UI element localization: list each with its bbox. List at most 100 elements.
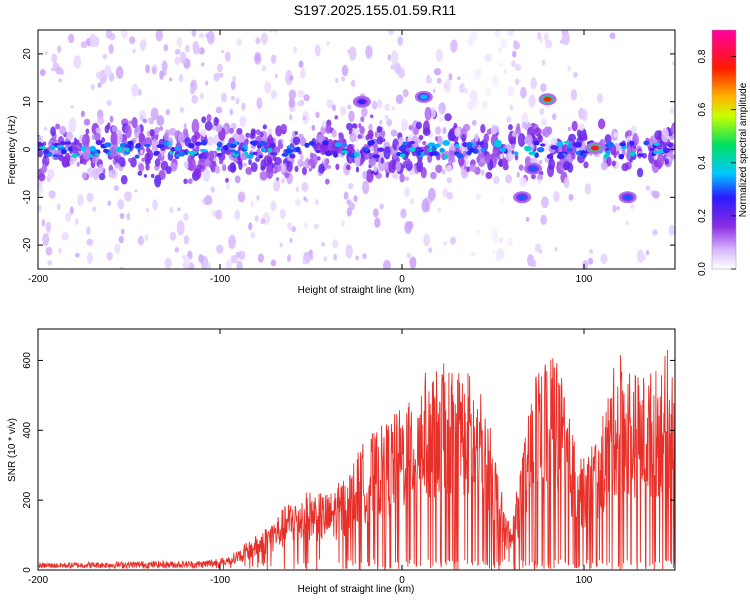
spectrogram-cell <box>353 195 358 202</box>
spectrogram-cell <box>321 241 326 247</box>
spectrogram-cell <box>138 133 146 147</box>
spectrogram-cell <box>112 159 116 164</box>
spectrogram-cell <box>153 127 159 136</box>
spectrogram-cell <box>630 204 635 210</box>
spectrogram-cell <box>315 199 319 205</box>
spectrogram-cell <box>39 69 46 77</box>
spectrogram-cell <box>308 167 313 172</box>
spectrogram-cell <box>235 251 241 258</box>
spectrogram-cell <box>106 99 112 107</box>
spectrogram-band-cell <box>229 149 236 153</box>
spectrogram-cell <box>346 122 353 131</box>
spectrogram-cell <box>193 168 202 180</box>
snr-y-tick-label: 0 <box>22 567 33 573</box>
spectrogram-cell <box>45 221 52 233</box>
spectrogram-cell <box>409 256 417 269</box>
spectrogram-cell <box>232 76 237 82</box>
spectrogram-cell <box>554 246 558 252</box>
spectrogram-cell <box>211 186 215 194</box>
spectrogram-cell <box>301 160 308 168</box>
spectrogram-cell <box>671 61 675 66</box>
spectrogram-cell <box>191 30 197 37</box>
spectrogram-cell <box>444 78 452 93</box>
spectrogram-cell <box>498 62 503 67</box>
spectrogram-cell <box>525 216 530 223</box>
spectrogram-cell <box>294 165 299 172</box>
spectrogram-cell <box>604 134 612 144</box>
spectrogram-cell <box>367 129 374 139</box>
spectrogram-cell <box>636 167 644 178</box>
spectrogram-cell <box>65 212 72 222</box>
spectrogram-cell <box>106 122 111 130</box>
spectrogram-cell <box>187 178 193 184</box>
spectrogram-cell <box>519 177 527 187</box>
spectrogram-cell <box>48 190 56 199</box>
spectrogram-cell <box>316 133 324 143</box>
spectrogram-cell <box>335 77 339 84</box>
spectrogram-cell <box>567 162 574 173</box>
spectrogram-band-cell <box>258 140 267 147</box>
spectrogram-cell <box>357 134 362 139</box>
spectrogram-cell <box>670 124 675 135</box>
spectrogram-cell <box>44 51 48 55</box>
spectrogram-cell <box>157 153 162 160</box>
colorbar-tick-label: 0.0 <box>697 262 708 276</box>
spectrogram-band-cell <box>353 152 360 157</box>
spectrogram-cell <box>561 30 570 46</box>
spectrogram-cell <box>469 89 478 103</box>
spectrogram-cell <box>141 157 146 162</box>
spectrogram-band-cell <box>524 146 532 152</box>
spectrogram-cell <box>242 162 248 168</box>
spectrogram-cell <box>397 36 404 46</box>
spectrogram-cell <box>259 131 264 138</box>
spectrogram-band-cell <box>256 144 262 149</box>
spectrogram-cell <box>270 259 277 267</box>
spectrogram-cell <box>467 38 474 46</box>
spectrogram-cell <box>198 254 204 263</box>
spectrogram-cell <box>273 179 281 192</box>
colorbar-tick-label: 0.6 <box>697 102 708 116</box>
spectrogram-cell <box>183 234 190 245</box>
spectrogram-cell <box>56 203 61 211</box>
spectrogram-cell <box>74 218 79 225</box>
spectrogram-cell <box>315 142 322 150</box>
spectrogram-cell <box>144 152 151 163</box>
spectrogram-cell <box>397 67 406 79</box>
spectrogram-band-cell <box>260 147 267 153</box>
spectrogram-cell <box>183 128 189 136</box>
spectrogram-cell <box>347 104 352 110</box>
spectrogram-cell <box>534 243 542 253</box>
spectrogram-cell <box>256 195 260 201</box>
spectrogram-cell <box>314 44 321 57</box>
spectrogram-cell <box>45 246 53 256</box>
spectrogram-cell <box>571 152 576 160</box>
spectrogram-band-cell <box>663 147 670 154</box>
spectrogram-band-cell <box>528 151 536 156</box>
spectrogram-cell <box>404 158 411 165</box>
spectrogram-cell <box>183 255 191 269</box>
spectrogram-cell <box>229 162 237 173</box>
spectrogram-cell <box>432 88 436 94</box>
spectrogram-cell <box>151 138 159 153</box>
spectrogram-cell <box>487 53 493 62</box>
spectrogram-cell <box>309 152 314 159</box>
spectrogram-cell <box>120 228 125 235</box>
spectrogram-cell <box>205 33 209 38</box>
spectrogram-cell <box>267 128 273 135</box>
spectrogram-cell <box>199 93 204 100</box>
spectrogram-cell <box>370 114 374 119</box>
spectrogram-cell <box>484 153 491 164</box>
spectrogram-cell <box>183 178 188 185</box>
spectrogram-cell <box>355 255 360 261</box>
spectrogram-band-cell <box>43 148 50 155</box>
spectrogram-cell <box>156 115 165 126</box>
spectrogram-cell <box>42 232 50 246</box>
spectrogram-cell <box>55 66 63 75</box>
spectrogram-band-cell <box>637 153 644 157</box>
spectrogram-cell <box>120 174 128 185</box>
spectrogram-cell <box>536 31 542 40</box>
spectrogram-band-cell <box>178 150 186 157</box>
spectrogram-cell <box>466 166 471 173</box>
spectrogram-cell <box>65 131 74 141</box>
spectrogram-cell <box>373 208 379 218</box>
